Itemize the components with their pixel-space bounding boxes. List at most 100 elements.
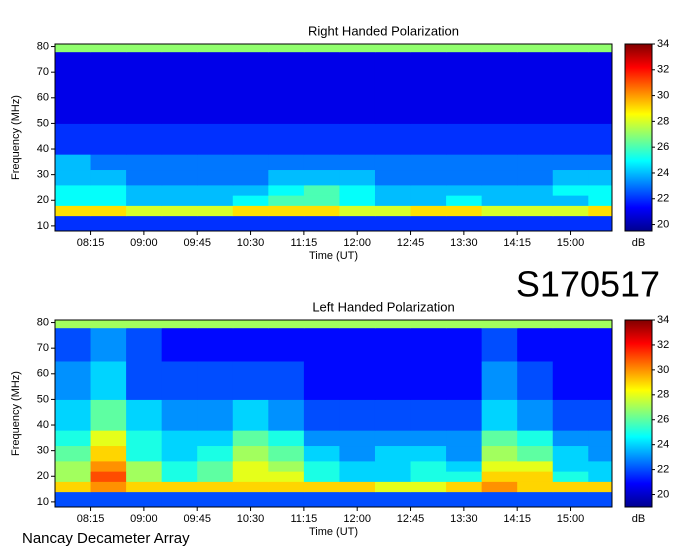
cell <box>446 215 483 231</box>
cell <box>197 205 234 217</box>
cell <box>232 215 269 231</box>
cell <box>552 51 589 86</box>
cell <box>232 445 269 462</box>
cell <box>303 471 340 482</box>
cell <box>232 44 269 53</box>
cell <box>126 184 163 196</box>
cell <box>339 169 376 186</box>
cell <box>374 44 412 53</box>
cell <box>481 460 518 472</box>
cell <box>197 360 234 400</box>
cell <box>410 360 447 400</box>
cell <box>197 399 234 431</box>
cell <box>161 44 198 53</box>
cell <box>55 481 92 493</box>
cell <box>481 430 518 447</box>
cell <box>55 195 92 206</box>
cell <box>126 327 163 362</box>
cell <box>268 445 305 462</box>
cell <box>410 154 447 171</box>
x-tick-label: 10:30 <box>237 237 265 249</box>
y-tick-label: 10 <box>37 496 49 508</box>
cell <box>197 123 234 155</box>
cell <box>446 44 483 53</box>
cell <box>517 491 554 507</box>
cell <box>517 360 554 400</box>
cell <box>232 51 269 86</box>
y-tick-label: 50 <box>37 393 49 405</box>
cell <box>197 51 234 86</box>
cell <box>517 154 554 171</box>
cell <box>161 320 198 329</box>
cell <box>126 51 163 86</box>
cell <box>55 430 92 447</box>
cell <box>410 51 447 86</box>
cell <box>90 51 127 86</box>
colorbar-tick-label: 26 <box>657 141 669 153</box>
cell <box>126 399 163 431</box>
cell <box>339 84 376 124</box>
cell <box>303 205 340 217</box>
footer: Nancay Decameter Array <box>22 530 190 547</box>
x-tick-label: 12:00 <box>343 237 371 249</box>
cell <box>90 205 127 217</box>
cell <box>552 44 589 53</box>
cell <box>161 205 198 217</box>
cell <box>197 320 234 329</box>
cell <box>339 44 376 53</box>
cell <box>446 184 483 196</box>
cell <box>446 84 483 124</box>
cell <box>588 320 612 329</box>
cell <box>552 445 589 462</box>
cell <box>374 460 412 472</box>
cell <box>410 471 447 482</box>
cell <box>55 471 92 482</box>
cell <box>197 84 234 124</box>
cell <box>588 445 612 462</box>
cell <box>481 51 518 86</box>
cell <box>481 360 518 400</box>
cell <box>517 215 554 231</box>
cell <box>90 215 127 231</box>
y-tick-label: 80 <box>37 316 49 328</box>
cell <box>374 360 412 400</box>
y-tick-label: 30 <box>37 169 49 181</box>
cell <box>55 154 92 171</box>
cell <box>374 399 412 431</box>
cell <box>303 491 340 507</box>
event-label: S170517 <box>516 264 660 305</box>
cell <box>197 184 234 196</box>
cell <box>303 430 340 447</box>
cell <box>232 471 269 482</box>
y-tick-label: 60 <box>37 92 49 104</box>
cell <box>268 51 305 86</box>
cell <box>232 154 269 171</box>
cell <box>481 84 518 124</box>
cell <box>161 154 198 171</box>
x-axis-label: Time (UT) <box>309 526 358 538</box>
cell <box>55 215 92 231</box>
cell <box>552 205 589 217</box>
cell <box>552 327 589 362</box>
cell <box>90 481 127 493</box>
cell <box>268 430 305 447</box>
x-tick-label: 13:30 <box>450 513 478 525</box>
cell <box>90 491 127 507</box>
cell <box>232 169 269 186</box>
cell <box>481 169 518 186</box>
panel-title: Left Handed Polarization <box>312 299 454 314</box>
cell <box>481 491 518 507</box>
cell <box>268 460 305 472</box>
cell <box>232 205 269 217</box>
plot-frame <box>54 319 613 508</box>
cell <box>126 215 163 231</box>
colorbar-tick-label: 24 <box>657 439 669 451</box>
cell <box>446 360 483 400</box>
cell <box>588 491 612 507</box>
cell <box>161 360 198 400</box>
cell <box>339 215 376 231</box>
cell <box>446 51 483 86</box>
cell <box>126 123 163 155</box>
cell <box>481 445 518 462</box>
cell <box>303 123 340 155</box>
